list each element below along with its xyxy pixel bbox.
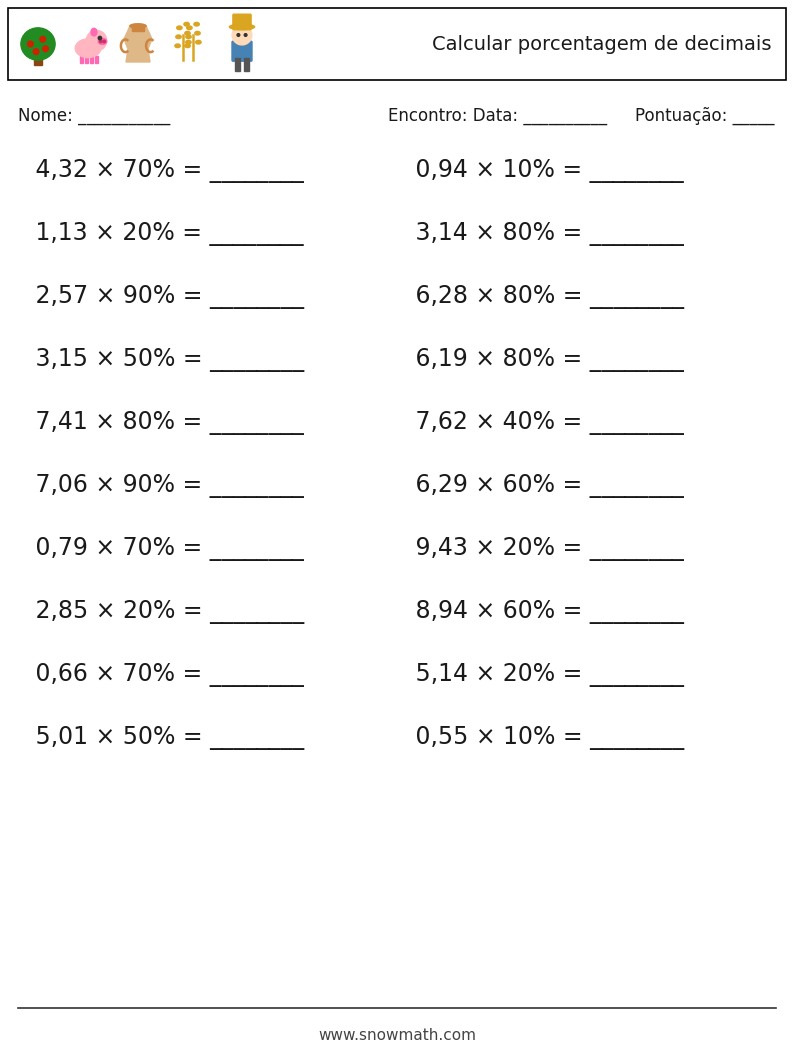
Ellipse shape — [175, 35, 181, 39]
Ellipse shape — [21, 27, 55, 60]
Circle shape — [99, 40, 102, 43]
Text: 6,29 × 60% = ________: 6,29 × 60% = ________ — [408, 474, 684, 498]
Text: 3,15 × 50% = ________: 3,15 × 50% = ________ — [28, 347, 304, 372]
Text: Pontuação: _____: Pontuação: _____ — [635, 106, 774, 125]
Text: 0,55 × 10% = ________: 0,55 × 10% = ________ — [408, 726, 684, 750]
Bar — [90, 56, 93, 63]
Text: 7,62 × 40% = ________: 7,62 × 40% = ________ — [408, 411, 684, 435]
FancyBboxPatch shape — [233, 14, 251, 29]
Ellipse shape — [75, 39, 101, 58]
Ellipse shape — [194, 22, 199, 26]
Bar — [85, 56, 88, 63]
Text: Calcular porcentagem de decimais: Calcular porcentagem de decimais — [431, 35, 771, 54]
FancyBboxPatch shape — [232, 41, 252, 61]
Circle shape — [40, 37, 45, 42]
Circle shape — [98, 37, 102, 40]
Bar — [94, 56, 98, 63]
Text: 2,85 × 20% = ________: 2,85 × 20% = ________ — [28, 600, 304, 624]
Ellipse shape — [184, 22, 189, 26]
Ellipse shape — [185, 32, 191, 35]
Text: 3,14 × 80% = ________: 3,14 × 80% = ________ — [408, 222, 684, 246]
Text: Encontro: Data: __________: Encontro: Data: __________ — [388, 107, 607, 125]
Text: 0,66 × 70% = ________: 0,66 × 70% = ________ — [28, 663, 304, 687]
Circle shape — [33, 48, 39, 55]
Text: 7,06 × 90% = ________: 7,06 × 90% = ________ — [28, 474, 304, 498]
Text: 8,94 × 60% = ________: 8,94 × 60% = ________ — [408, 600, 684, 624]
Circle shape — [87, 31, 106, 51]
Circle shape — [232, 25, 252, 45]
Text: 0,79 × 70% = ________: 0,79 × 70% = ________ — [28, 537, 304, 561]
Text: 2,57 × 90% = ________: 2,57 × 90% = ________ — [28, 285, 304, 309]
Text: www.snowmath.com: www.snowmath.com — [318, 1028, 476, 1044]
Bar — [79, 56, 83, 63]
Bar — [244, 58, 249, 71]
Text: 9,43 × 20% = ________: 9,43 × 20% = ________ — [408, 537, 684, 561]
Bar — [235, 58, 241, 71]
Circle shape — [103, 40, 106, 43]
Ellipse shape — [175, 44, 180, 47]
Text: 1,13 × 20% = ________: 1,13 × 20% = ________ — [28, 222, 303, 246]
Circle shape — [237, 34, 240, 37]
Ellipse shape — [186, 35, 191, 39]
Ellipse shape — [195, 40, 201, 44]
Circle shape — [245, 34, 247, 37]
Ellipse shape — [195, 32, 200, 35]
Ellipse shape — [187, 26, 192, 29]
Circle shape — [43, 46, 48, 52]
Ellipse shape — [177, 26, 182, 29]
Text: 5,14 × 20% = ________: 5,14 × 20% = ________ — [408, 663, 684, 687]
Ellipse shape — [186, 40, 191, 44]
Text: 4,32 × 70% = ________: 4,32 × 70% = ________ — [28, 159, 304, 183]
Text: 5,01 × 50% = ________: 5,01 × 50% = ________ — [28, 726, 304, 750]
Text: 7,41 × 80% = ________: 7,41 × 80% = ________ — [28, 411, 304, 435]
Ellipse shape — [98, 39, 106, 44]
Text: 0,94 × 10% = ________: 0,94 × 10% = ________ — [408, 159, 684, 183]
Ellipse shape — [185, 44, 191, 47]
Polygon shape — [124, 26, 152, 62]
Ellipse shape — [91, 28, 97, 36]
Circle shape — [28, 41, 33, 46]
Ellipse shape — [229, 24, 255, 29]
Bar — [132, 26, 145, 31]
Text: Nome: ___________: Nome: ___________ — [18, 107, 170, 125]
Ellipse shape — [130, 24, 146, 28]
Text: 6,28 × 80% = ________: 6,28 × 80% = ________ — [408, 285, 684, 309]
Bar — [34, 52, 42, 65]
FancyBboxPatch shape — [8, 8, 786, 80]
Text: 6,19 × 80% = ________: 6,19 × 80% = ________ — [408, 347, 684, 372]
